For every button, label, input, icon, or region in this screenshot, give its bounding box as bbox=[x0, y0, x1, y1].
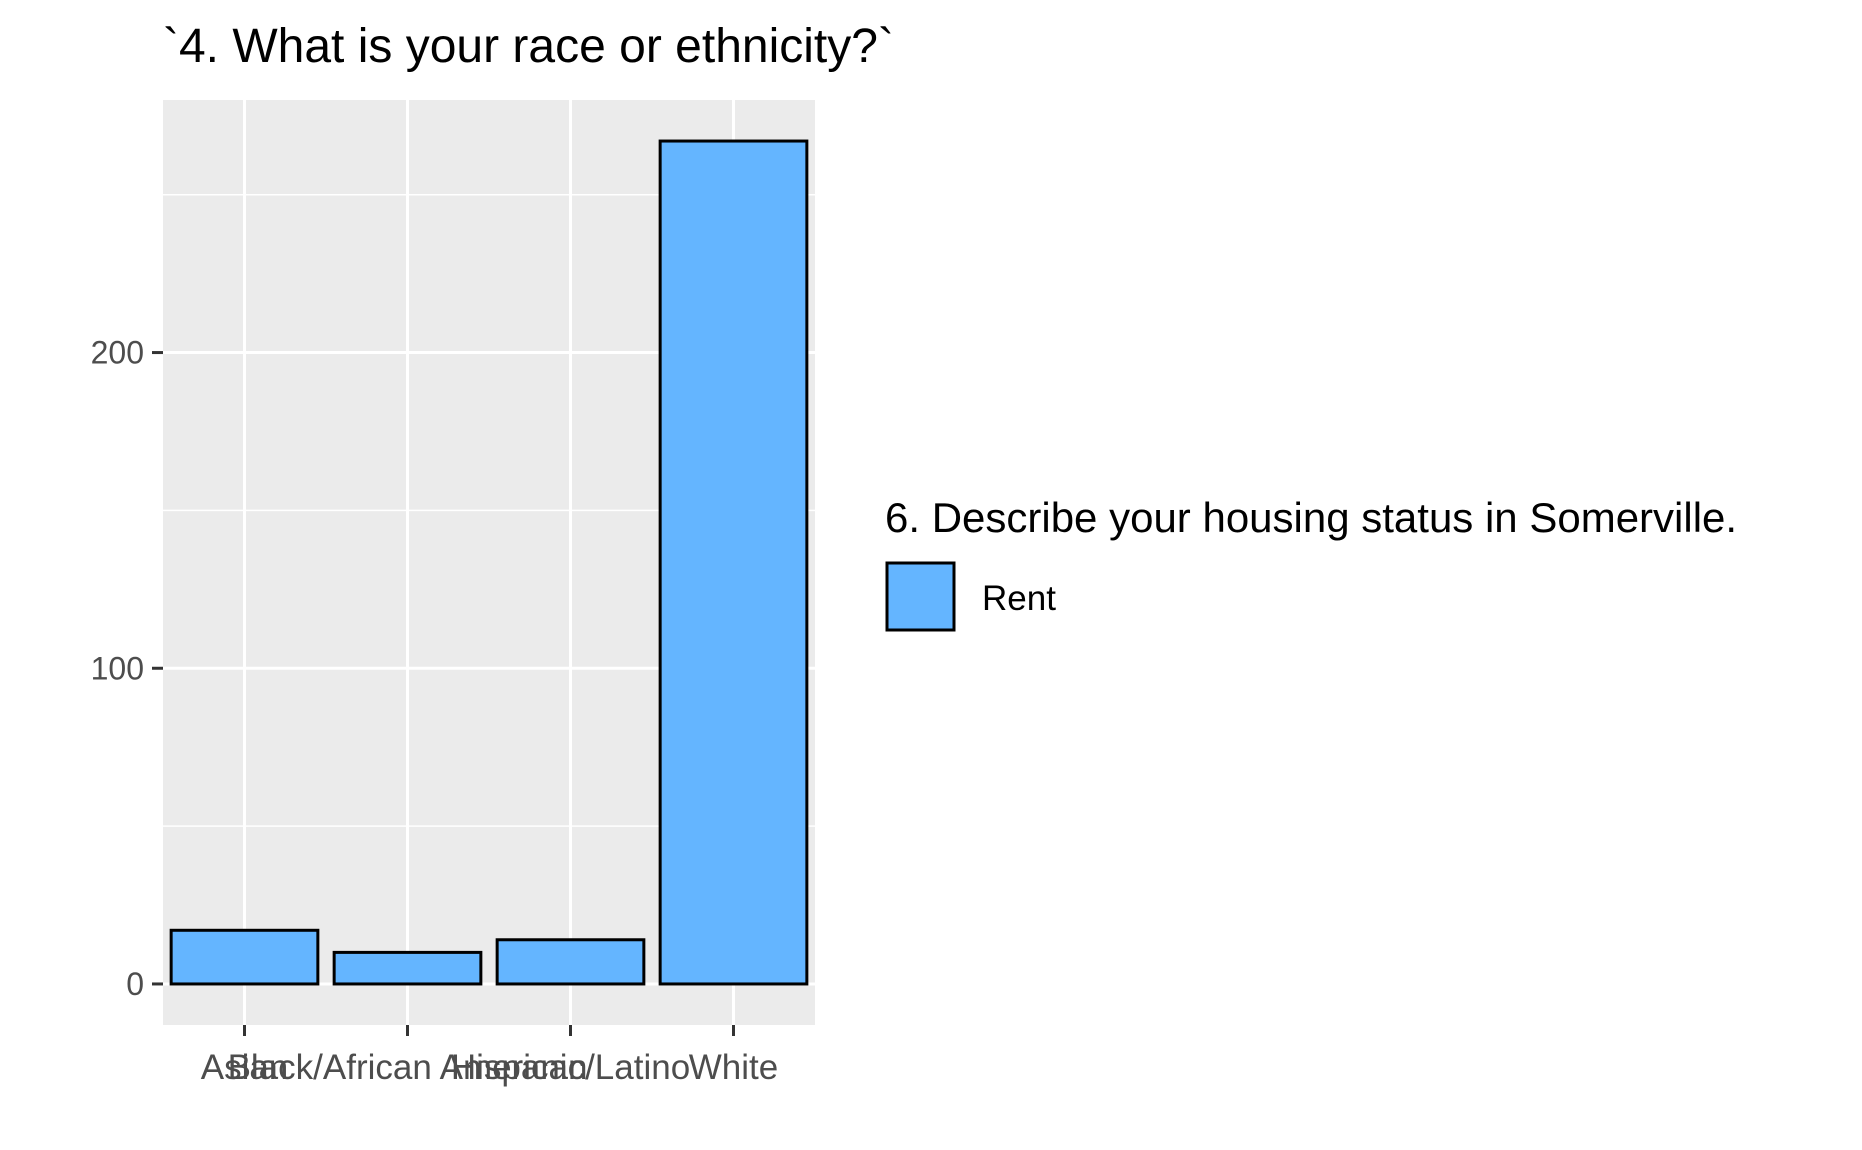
x-tick-label: Asian bbox=[201, 1048, 289, 1087]
legend-key-rent bbox=[885, 561, 956, 632]
bar-hispanic-latino bbox=[495, 938, 646, 986]
y-axis: 0 100 200 bbox=[91, 335, 163, 1002]
x-tick-label: Hispanic/Latino bbox=[451, 1048, 690, 1087]
y-tick-label: 200 bbox=[91, 335, 144, 371]
legend-title: 6. Describe your housing status in Somer… bbox=[885, 494, 1737, 541]
legend-label-rent: Rent bbox=[982, 579, 1056, 618]
x-tick-label: Black/African American bbox=[228, 1048, 588, 1087]
y-tick-label: 0 bbox=[126, 966, 144, 1002]
chart-title: `4. What is your race or ethnicity?` bbox=[163, 20, 894, 73]
bar-asian bbox=[169, 928, 320, 986]
x-tick-label: White bbox=[689, 1048, 778, 1087]
legend: 6. Describe your housing status in Somer… bbox=[885, 494, 1737, 632]
bar-white bbox=[658, 139, 809, 986]
y-tick-label: 100 bbox=[91, 650, 144, 686]
bars bbox=[169, 139, 809, 986]
bar-black-african-american bbox=[332, 950, 483, 986]
